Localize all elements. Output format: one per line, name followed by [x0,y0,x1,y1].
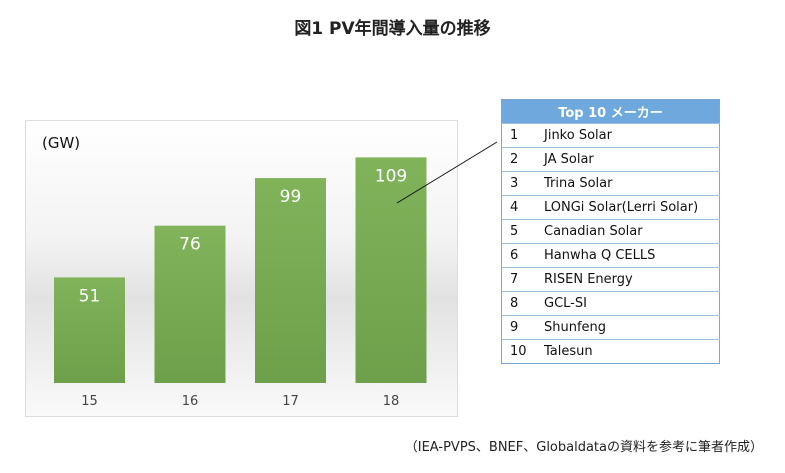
bar [154,225,226,383]
rank: 8 [501,291,544,316]
rank: 4 [501,195,544,220]
maker-name: Hanwha Q CELLS [544,243,720,268]
table-row: 1 Jinko Solar [501,123,720,148]
rank: 3 [501,171,544,196]
rank: 7 [501,267,544,292]
source-note: （IEA-PVPS、BNEF、Globaldataの資料を参考に筆者作成） [404,440,763,455]
rank: 10 [501,339,544,364]
maker-name: JA Solar [544,147,720,172]
table-row: 9 Shunfeng [501,315,720,340]
bar [355,157,427,383]
x-tick-label: 17 [282,394,299,409]
bar-value-label: 76 [179,235,201,255]
table-row: 4 LONGi Solar(Lerri Solar) [501,195,720,220]
maker-name: GCL-SI [544,291,720,316]
table-row: 2 JA Solar [501,147,720,172]
x-tick-label: 15 [81,394,98,409]
maker-name: Trina Solar [544,171,720,196]
bar [255,178,326,383]
maker-name: Canadian Solar [544,219,720,244]
x-tick-label: 18 [383,394,400,409]
rank: 6 [501,243,544,268]
chart-title: 図1 PV年間導入量の推移 [294,19,491,39]
maker-name: LONGi Solar(Lerri Solar) [544,195,720,220]
maker-name: Shunfeng [544,315,720,340]
maker-name: RISEN Energy [544,267,720,292]
table-row: 10 Talesun [501,339,720,364]
maker-name: Talesun [544,339,720,364]
maker-name: Jinko Solar [544,123,720,148]
rank: 5 [501,219,544,244]
table-row: 8 GCL-SI [501,291,720,316]
bar-value-label: 99 [280,187,302,207]
rank: 1 [501,123,544,148]
table-row: 3 Trina Solar [501,171,720,196]
rank: 2 [501,147,544,172]
y-unit-label: (GW) [42,134,81,152]
top10-table: Top 10 メーカー 1 Jinko Solar 2 JA Solar 3 Trina … [501,99,720,364]
table-row: 7 RISEN Energy [501,267,720,292]
bar-value-label: 109 [375,166,407,186]
callout-line [396,141,498,204]
bar [54,277,125,383]
x-tick-label: 16 [182,394,199,409]
bar-value-label: 51 [79,286,101,306]
rank: 9 [501,315,544,340]
table-row: 6 Hanwha Q CELLS [501,243,720,268]
table-row: 5 Canadian Solar [501,219,720,244]
table-header: Top 10 メーカー [501,99,720,124]
